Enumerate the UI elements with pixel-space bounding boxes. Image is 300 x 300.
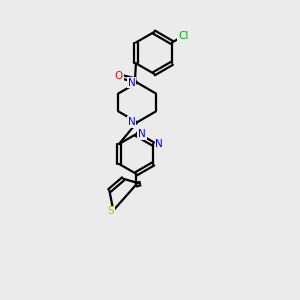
- Text: O: O: [115, 71, 123, 81]
- Text: N: N: [128, 78, 135, 88]
- Text: S: S: [107, 206, 114, 216]
- Text: N: N: [128, 117, 135, 127]
- Text: N: N: [138, 129, 146, 139]
- Text: N: N: [155, 139, 163, 149]
- Text: Cl: Cl: [178, 31, 189, 41]
